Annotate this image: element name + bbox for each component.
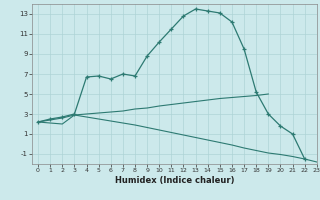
X-axis label: Humidex (Indice chaleur): Humidex (Indice chaleur) bbox=[115, 176, 234, 185]
